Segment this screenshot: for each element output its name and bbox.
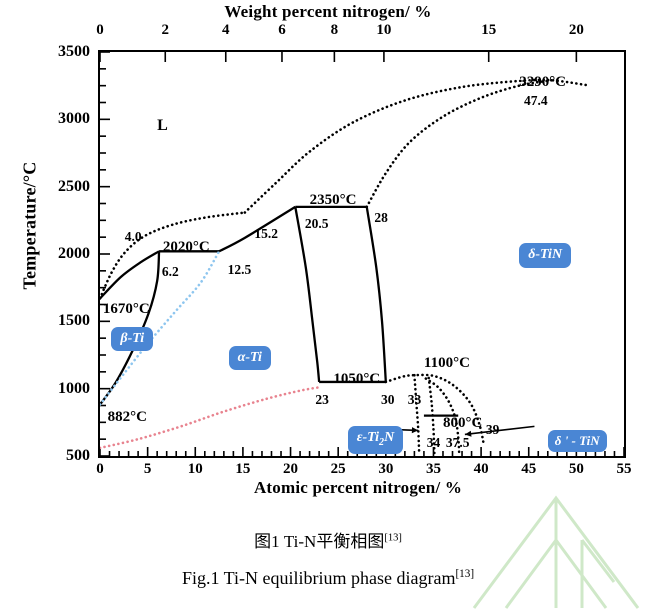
plot-area	[98, 50, 626, 458]
curve-liquidus-left-dotted	[100, 211, 247, 300]
bottom-tick-20: 20	[283, 461, 299, 477]
curve-epsilon-inner-left-dotted	[413, 373, 421, 455]
bottom-tick-30: 30	[378, 461, 394, 477]
y-tick-500: 500	[66, 447, 90, 464]
phase-label-liquid: L	[157, 116, 168, 134]
annotation-47.4: 47.4	[523, 92, 548, 108]
curve-beta-solidus-left	[100, 250, 160, 300]
curve-solidus-upper-dotted	[365, 78, 553, 209]
annotation-3290C: 3290°C	[519, 73, 567, 90]
top-tick-0: 0	[96, 22, 104, 38]
phase-badge-δTiN: δ-TiN	[519, 243, 572, 268]
bottom-tick-0: 0	[96, 461, 104, 477]
top-tick-6: 6	[278, 22, 286, 38]
annotation-1050C: 1050°C	[333, 370, 381, 387]
bottom-tick-15: 15	[235, 461, 251, 477]
bottom-tick-50: 50	[568, 461, 584, 477]
phase-diagram-curves	[100, 52, 624, 456]
top-tick-10: 10	[376, 22, 392, 38]
phase-badge-εTi2N: ε-Ti2N	[347, 426, 404, 454]
top-tick-4: 4	[222, 22, 230, 38]
top-axis-title: Weight percent nitrogen/ %	[224, 2, 432, 21]
curve-liquidus-upper-dotted	[243, 78, 588, 214]
curve-alpha-solidus-rise	[218, 205, 296, 253]
annotation-4.0: 4.0	[124, 229, 142, 245]
annotation-1670C: 1670°C	[102, 301, 150, 318]
bottom-axis-title: Atomic percent nitrogen/ %	[253, 478, 463, 497]
annotation-30: 30	[381, 392, 395, 408]
annotation-20.5: 20.5	[304, 215, 329, 231]
annotation-37.5: 37.5	[445, 434, 470, 450]
caption-english-text: Fig.1 Ti-N equilibrium phase diagram	[181, 568, 456, 588]
phase-badge-βTi: β-Ti	[111, 326, 154, 352]
annotation-6.2: 6.2	[161, 263, 179, 279]
top-tick-8: 8	[330, 22, 339, 38]
top-tick-2: 2	[161, 22, 170, 38]
bottom-tick-35: 35	[425, 461, 441, 477]
y-tick-2500: 2500	[58, 177, 90, 195]
y-tick-3000: 3000	[58, 110, 90, 128]
caption-chinese-text: 图1 Ti-N平衡相图	[254, 532, 385, 551]
annotation-1100C: 1100°C	[423, 355, 470, 372]
curve-epsilon-dome-dotted	[384, 373, 486, 447]
caption-chinese-ref: [13]	[384, 532, 402, 544]
top-tick-15: 15	[481, 22, 497, 38]
bottom-tick-5: 5	[143, 461, 152, 477]
annotation-2020C: 2020°C	[162, 238, 210, 255]
curve-delta-right-boundary	[365, 206, 387, 383]
curve-delta-left-boundary	[294, 206, 321, 383]
annotation-28: 28	[374, 209, 388, 225]
bottom-tick-10: 10	[187, 461, 203, 477]
caption-chinese: 图1 Ti-N平衡相图[13]	[0, 527, 656, 552]
annotation-39: 39	[485, 422, 500, 437]
annotation-33: 33	[407, 392, 422, 408]
bottom-tick-25: 25	[330, 461, 346, 477]
y-tick-2000: 2000	[58, 245, 90, 262]
annotation-882C: 882°C	[107, 408, 147, 425]
caption-english: Fig.1 Ti-N equilibrium phase diagram[13]	[0, 568, 656, 589]
caption-english-ref: [13]	[455, 568, 475, 580]
curve-delta-prime-dome-dotted	[424, 377, 461, 455]
y-tick-1500: 1500	[58, 312, 90, 330]
phase-badge-δTiN: δ ' - TiN	[547, 430, 607, 453]
y-axis-title: Temperature/°C	[19, 161, 40, 290]
annotation-800C: 800°C	[442, 415, 483, 432]
annotation-15.2: 15.2	[254, 226, 278, 242]
annotation-34: 34	[426, 434, 441, 450]
annotation-2350C: 2350°C	[309, 192, 357, 209]
phase-badge-αTi: α-Ti	[228, 345, 271, 371]
bottom-tick-40: 40	[473, 461, 489, 477]
annotation-23: 23	[315, 392, 329, 408]
annotation-12.5: 12.5	[227, 262, 252, 278]
y-tick-1000: 1000	[58, 379, 90, 397]
bottom-tick-55: 55	[616, 461, 632, 477]
curve-alpha-epsilon-dotted-red	[100, 386, 321, 450]
bottom-tick-45: 45	[521, 461, 537, 477]
top-tick-20: 20	[568, 22, 584, 38]
y-tick-3500: 3500	[58, 43, 90, 60]
